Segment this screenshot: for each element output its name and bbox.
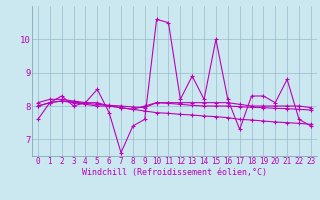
- X-axis label: Windchill (Refroidissement éolien,°C): Windchill (Refroidissement éolien,°C): [82, 168, 267, 177]
